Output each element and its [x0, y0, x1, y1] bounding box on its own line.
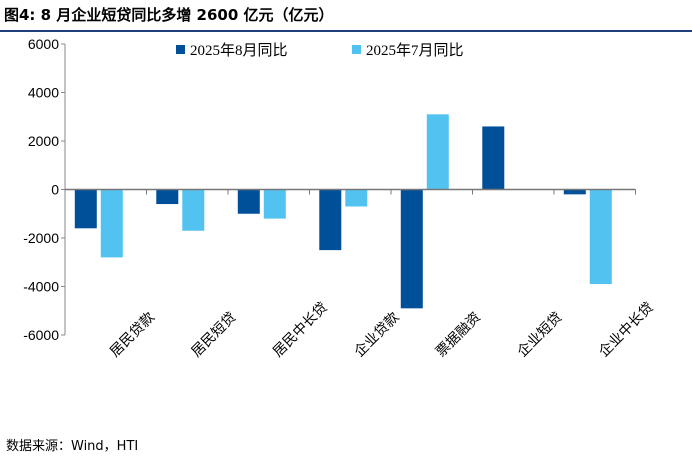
- x-tick-label: 企业贷款: [351, 309, 403, 361]
- y-tick-label: -6000: [23, 327, 59, 343]
- bar-aug: [74, 189, 97, 229]
- x-tick-label: 居民贷款: [107, 309, 158, 360]
- bar-jul: [426, 114, 449, 190]
- source-note: 数据来源：Wind，HTI: [6, 439, 139, 454]
- x-tick-label: 居民短贷: [189, 309, 240, 360]
- bar-aug: [400, 189, 423, 309]
- y-tick-label: -4000: [23, 279, 59, 295]
- y-tick-label: 0: [51, 182, 59, 198]
- bar-jul: [345, 189, 368, 207]
- bar-aug: [156, 189, 179, 205]
- y-tick-label: 6000: [28, 36, 59, 52]
- bar-jul: [263, 189, 286, 219]
- bar-aug: [482, 126, 505, 190]
- y-tick-label: 2000: [28, 133, 59, 149]
- bar-aug: [237, 189, 260, 214]
- bar-jul: [182, 189, 205, 231]
- y-tick-label: -2000: [23, 230, 59, 246]
- y-tick-label: 4000: [28, 85, 59, 101]
- bar-aug: [563, 189, 586, 195]
- chart-title: 图4: 8 月企业短贷同比多增 2600 亿元（亿元）: [4, 6, 334, 24]
- legend-swatch: [176, 45, 185, 54]
- x-tick-label: 居民中长贷: [270, 300, 331, 361]
- x-tick-label: 企业短贷: [514, 309, 566, 361]
- x-tick-label: 票据融资: [433, 309, 484, 360]
- x-tick-label: 企业中长贷: [595, 299, 657, 361]
- title-divider: [0, 30, 692, 32]
- legend-swatch: [352, 45, 361, 54]
- bar-jul: [589, 189, 612, 285]
- legend-label: 2025年7月同比: [366, 42, 464, 59]
- bar-jul: [100, 189, 123, 258]
- legend-label: 2025年8月同比: [190, 42, 288, 59]
- bar-aug: [319, 189, 342, 251]
